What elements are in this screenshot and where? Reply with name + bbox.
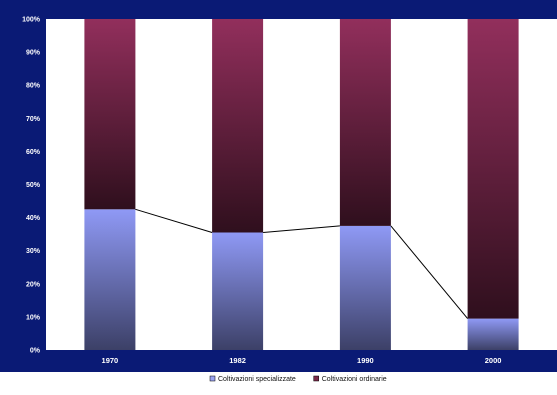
bar-ordinarie-1970 [84,19,136,210]
y-tick-label: 90% [26,50,41,57]
bar-specializzate-1970 [84,209,136,350]
y-tick-label: 80% [26,83,41,90]
connector-line-1990-2000 [390,225,468,319]
y-tick-label: 30% [26,248,41,255]
bar-ordinarie-2000 [467,19,519,319]
x-tick-label: 1990 [357,356,374,365]
bar-ordinarie-1990 [339,19,391,226]
connector-line-1970-1982 [135,208,213,233]
y-tick-label: 10% [26,314,41,321]
x-tick-label: 2000 [485,356,502,365]
legend-label-ordinarie: Coltivazioni ordinarie [322,376,387,383]
bars-layer [84,19,519,350]
legend: Coltivazioni specializzate Coltivazioni o… [209,375,387,383]
axes-layer: 0% 10% 20% 30% 40% 50% 60% 70% 80% 90% 100% 1970 198… [22,17,501,366]
x-tick-label: 1970 [102,356,119,365]
y-tick-label: 0% [30,348,41,355]
legend-swatch-ordinarie [313,375,319,382]
y-tick-label: 40% [26,215,41,222]
legend-label-specializzate: Coltivazioni specializzate [218,376,296,383]
connector-layer [135,208,468,319]
bar-ordinarie-1982 [212,19,264,233]
legend-swatch-specializzate [209,375,216,382]
y-tick-label: 50% [26,182,41,189]
connector-line-1982-1990 [263,225,340,233]
y-tick-label: 100% [22,17,41,24]
bar-specializzate-2000 [467,318,519,350]
x-tick-label: 1982 [229,356,246,365]
y-tick-label: 70% [26,116,41,123]
bar-specializzate-1982 [212,232,264,350]
y-tick-label: 20% [26,281,41,288]
y-tick-label: 60% [26,149,41,156]
bar-specializzate-1990 [339,225,391,350]
